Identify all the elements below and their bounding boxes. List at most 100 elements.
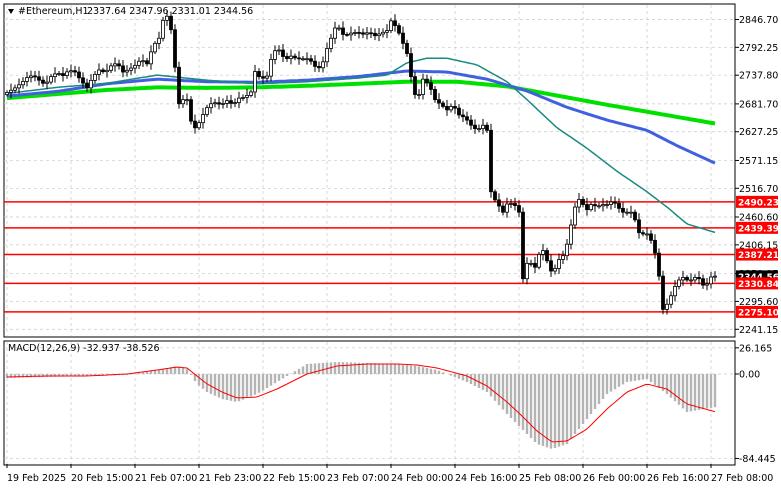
candle-body: [49, 76, 53, 83]
main-gridlines: [4, 5, 735, 336]
candle-body: [481, 124, 485, 130]
x-axis: 19 Feb 2025 20 Feb 15:00 21 Feb 07:00 21 Fe…: [6, 464, 773, 484]
candle-body: [489, 129, 493, 193]
candle-body: [9, 89, 13, 93]
y-tick-label: -84.445: [739, 454, 776, 465]
candle-body: [613, 201, 617, 204]
moving-average-line: [6, 79, 716, 126]
y-tick-label: 2460.60: [739, 213, 778, 224]
y-tick-label: 2241.15: [739, 325, 778, 336]
candle-body: [417, 94, 421, 96]
candle-body: [477, 128, 481, 131]
candle-body: [293, 55, 297, 59]
y-tick-label: 0.00: [739, 370, 760, 381]
macd-signal: [6, 363, 716, 443]
candle-body: [73, 70, 77, 73]
candle-body: [309, 58, 313, 62]
candle-body: [101, 69, 105, 73]
candle-body: [557, 259, 561, 269]
candle-body: [713, 275, 717, 278]
macd-signal-line: [6, 363, 716, 443]
candle-body: [321, 61, 325, 69]
candle-body: [401, 32, 405, 44]
y-tick-label: 2571.15: [739, 156, 778, 167]
candle-body: [537, 254, 541, 268]
candle-body: [709, 276, 713, 285]
candle-body: [329, 37, 333, 49]
candle-body: [37, 76, 41, 81]
candle-body: [497, 199, 501, 207]
candle-body: [189, 99, 193, 122]
candle-body: [21, 80, 25, 86]
candle-body: [337, 27, 341, 30]
level-label-box: [736, 221, 778, 234]
dropdown-arrow-icon[interactable]: [8, 9, 14, 14]
candle-body: [301, 58, 305, 61]
candle-body: [645, 233, 649, 236]
candle-body: [137, 60, 141, 66]
candle-body: [153, 42, 157, 53]
level-label-box: [736, 305, 778, 318]
candle-body: [233, 102, 237, 104]
candle-body: [57, 73, 61, 75]
candle-body: [553, 268, 557, 272]
candle-body: [297, 57, 301, 60]
candle-body: [125, 69, 129, 73]
candle-body: [633, 211, 637, 221]
candle-body: [397, 25, 401, 34]
candle-body: [677, 279, 681, 287]
candle-body: [605, 204, 609, 206]
candle-body: [241, 97, 245, 99]
candle-body: [229, 100, 233, 104]
candle-body: [573, 206, 577, 226]
y-axis-macd: 26.165 0.00 -84.445: [735, 343, 776, 465]
candle-body: [33, 75, 37, 78]
candle-body: [661, 275, 665, 310]
candle-body: [285, 56, 289, 59]
x-tick-label: 24 Feb 16:00: [455, 473, 517, 484]
candle-body: [393, 20, 397, 27]
candle-body: [317, 65, 321, 69]
moving-average-line: [6, 69, 716, 165]
candle-body: [141, 60, 145, 63]
candle-body: [213, 102, 217, 105]
candle-body: [461, 114, 465, 118]
candle-body: [97, 69, 101, 75]
candle-body: [325, 48, 329, 63]
candle-body: [565, 243, 569, 257]
candle-body: [109, 65, 113, 71]
candle-body: [473, 124, 477, 130]
level-label: 2387.21: [738, 251, 779, 261]
candle-body: [369, 32, 373, 35]
candle-body: [225, 100, 229, 104]
candle-body: [649, 233, 653, 241]
macd-plot-frame: [3, 340, 736, 466]
x-tick-label: 20 Feb 15:00: [71, 473, 133, 484]
candle-body: [201, 114, 205, 124]
level-label: 2330.84: [738, 280, 779, 290]
candle-body: [617, 202, 621, 209]
candle-body: [65, 71, 69, 76]
candle-body: [425, 78, 429, 83]
candle-body: [161, 19, 165, 39]
moving-average-line: [6, 57, 716, 234]
candle-body: [61, 73, 65, 76]
candle-body: [449, 106, 453, 111]
candle-body: [453, 106, 457, 109]
candle-body: [41, 79, 45, 84]
moving-averages: [6, 57, 716, 234]
y-tick-label: 2295.60: [739, 297, 778, 308]
candle-body: [81, 77, 85, 84]
level-label-box: [736, 195, 778, 208]
candle-body: [593, 204, 597, 207]
x-tick-label: 22 Feb 15:00: [263, 473, 325, 484]
candle-body: [13, 87, 17, 91]
x-tick-label: 26 Feb 00:00: [583, 473, 645, 484]
candle-body: [305, 58, 309, 61]
candle-body: [25, 77, 29, 82]
candle-body: [625, 211, 629, 214]
candle-body: [601, 204, 605, 207]
candle-body: [129, 67, 133, 71]
candle-body: [185, 99, 189, 102]
